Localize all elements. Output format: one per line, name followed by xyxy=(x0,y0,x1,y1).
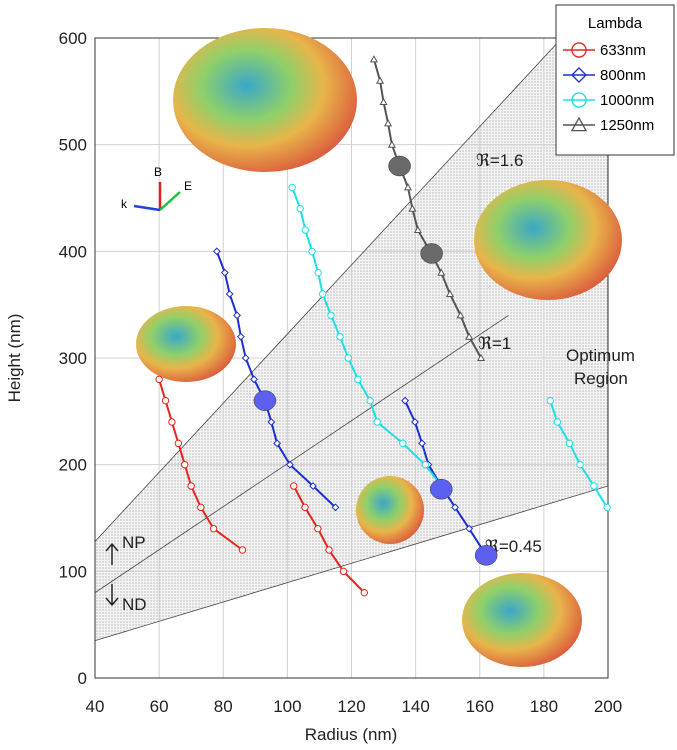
marker xyxy=(577,461,583,467)
marker xyxy=(289,184,295,190)
droplet xyxy=(173,28,357,172)
marker xyxy=(422,461,428,467)
legend: Lambda 633nm 800nm 1000nm 1250nm xyxy=(556,5,674,155)
marker xyxy=(374,419,380,425)
chart: B E k Optimum Region NP ND Radius (nm) H… xyxy=(0,0,677,745)
marker xyxy=(309,248,315,254)
marker xyxy=(239,547,245,553)
y-axis-label: Height (nm) xyxy=(5,314,24,403)
marker xyxy=(355,376,361,382)
x-tick-label: 60 xyxy=(150,697,169,716)
marker xyxy=(188,483,194,489)
marker xyxy=(291,483,297,489)
y-tick-label: 0 xyxy=(78,669,87,688)
marker xyxy=(328,312,334,318)
y-tick-label: 100 xyxy=(59,562,87,581)
marker xyxy=(566,440,572,446)
marker xyxy=(198,504,204,510)
marker xyxy=(337,333,343,339)
marker xyxy=(340,568,346,574)
np-label: NP xyxy=(122,533,146,552)
highlight-point xyxy=(421,243,443,263)
y-tick-label: 400 xyxy=(59,242,87,261)
x-tick-label: 180 xyxy=(530,697,558,716)
marker xyxy=(591,483,597,489)
marker xyxy=(345,355,351,361)
triad-label: k xyxy=(121,197,128,211)
highlight-point xyxy=(254,391,276,411)
x-tick-label: 200 xyxy=(594,697,622,716)
x-tick-label: 80 xyxy=(214,697,233,716)
y-tick-label: 300 xyxy=(59,349,87,368)
marker xyxy=(547,397,553,403)
marker xyxy=(315,525,321,531)
marker xyxy=(162,397,168,403)
highlight-point xyxy=(475,545,497,565)
marker xyxy=(302,227,308,233)
marker xyxy=(367,397,373,403)
marker xyxy=(182,461,188,467)
highlight-point xyxy=(430,479,452,499)
legend-label: 1000nm xyxy=(600,92,654,109)
marker xyxy=(297,205,303,211)
marker xyxy=(554,419,560,425)
reference-label: ℜ=1.6 xyxy=(476,151,523,170)
droplet xyxy=(136,306,236,382)
legend-label: 800nm xyxy=(600,67,646,84)
y-tick-label: 200 xyxy=(59,456,87,475)
region-label: Optimum xyxy=(566,346,635,365)
x-tick-label: 160 xyxy=(466,697,494,716)
marker xyxy=(302,504,308,510)
triad-label: B xyxy=(154,165,162,179)
marker xyxy=(175,440,181,446)
x-tick-label: 140 xyxy=(401,697,429,716)
legend-title: Lambda xyxy=(588,15,643,32)
marker xyxy=(169,419,175,425)
legend-label: 633nm xyxy=(600,42,646,59)
marker xyxy=(361,589,367,595)
triad-label: E xyxy=(184,179,192,193)
marker xyxy=(400,440,406,446)
marker xyxy=(156,376,162,382)
legend-label: 1250nm xyxy=(600,117,654,134)
x-tick-label: 100 xyxy=(273,697,301,716)
x-axis-label: Radius (nm) xyxy=(305,725,398,744)
marker xyxy=(210,525,216,531)
reference-label: ℜ=1 xyxy=(478,334,511,353)
x-tick-label: 40 xyxy=(86,697,105,716)
droplet xyxy=(474,180,622,300)
y-tick-label: 500 xyxy=(59,136,87,155)
marker xyxy=(319,291,325,297)
marker xyxy=(315,269,321,275)
marker xyxy=(604,504,610,510)
nd-label: ND xyxy=(122,595,147,614)
droplet xyxy=(462,573,582,667)
droplet xyxy=(356,476,424,544)
highlight-point xyxy=(389,156,411,176)
y-tick-label: 600 xyxy=(59,29,87,48)
marker xyxy=(326,547,332,553)
region-label: Region xyxy=(574,369,628,388)
x-tick-label: 120 xyxy=(337,697,365,716)
